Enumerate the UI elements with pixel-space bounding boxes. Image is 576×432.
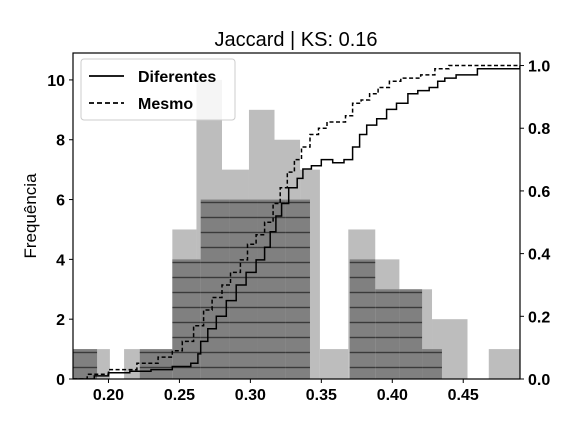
x-tick-label: 0.45: [448, 387, 479, 404]
y2-tick-label: 0.0: [528, 372, 550, 389]
legend-label-mesmo: Mesmo: [138, 96, 193, 113]
y-tick-label: 4: [56, 252, 65, 269]
legend: Diferentes Mesmo: [80, 58, 236, 121]
x-tick-label: 0.35: [306, 387, 337, 404]
ecdf-mesmo-line: [73, 64, 520, 379]
y-tick-label: 6: [56, 193, 65, 210]
series-diferentes-bars: [73, 199, 442, 379]
bar-diferentes-2: [172, 259, 201, 379]
bar-mesmo-1: [97, 349, 110, 379]
x-axis: 0.20 0.25 0.30 0.35 0.40 0.45: [93, 379, 479, 404]
x-tick-label: 0.20: [93, 387, 124, 404]
y-axis: 0 2 4 6 8 10: [47, 73, 73, 389]
y-tick-label: 2: [56, 312, 65, 329]
ecdf-diferentes-line: [73, 65, 520, 379]
y2-tick-label: 0.8: [528, 121, 550, 138]
bar-diferentes-7: [349, 259, 376, 379]
y-tick-label: 8: [56, 133, 65, 150]
ecdf-lines: [73, 64, 520, 379]
y-tick-label: 10: [47, 73, 65, 90]
bar-diferentes-3: [200, 199, 230, 379]
y-axis-label: Frequência: [21, 173, 40, 259]
x-tick-label: 0.40: [377, 387, 408, 404]
y2-axis: 0.0 0.2 0.4 0.6 0.8 1.0: [520, 59, 550, 389]
bar-diferentes-8: [375, 289, 400, 379]
bar-mesmo-14: [488, 349, 520, 379]
legend-label-diferentes: Diferentes: [138, 69, 216, 86]
x-tick-label: 0.30: [235, 387, 266, 404]
chart-title: Jaccard | KS: 0.16: [214, 29, 377, 51]
bar-mesmo-9: [319, 349, 349, 379]
bar-diferentes-6: [285, 199, 310, 379]
bar-diferentes-4: [229, 199, 258, 379]
bar-diferentes-0: [73, 349, 98, 379]
y2-tick-label: 0.4: [528, 247, 550, 264]
bar-diferentes-10: [422, 349, 442, 379]
y-tick-label: 0: [56, 372, 65, 389]
plot-frame: [72, 52, 521, 380]
bar-diferentes-9: [399, 289, 423, 379]
x-tick-label: 0.25: [164, 387, 195, 404]
y2-tick-label: 1.0: [528, 59, 550, 76]
y2-tick-label: 0.2: [528, 309, 550, 326]
legend-box: [80, 58, 236, 121]
y2-tick-label: 0.6: [528, 184, 550, 201]
bar-diferentes-5: [257, 199, 286, 379]
